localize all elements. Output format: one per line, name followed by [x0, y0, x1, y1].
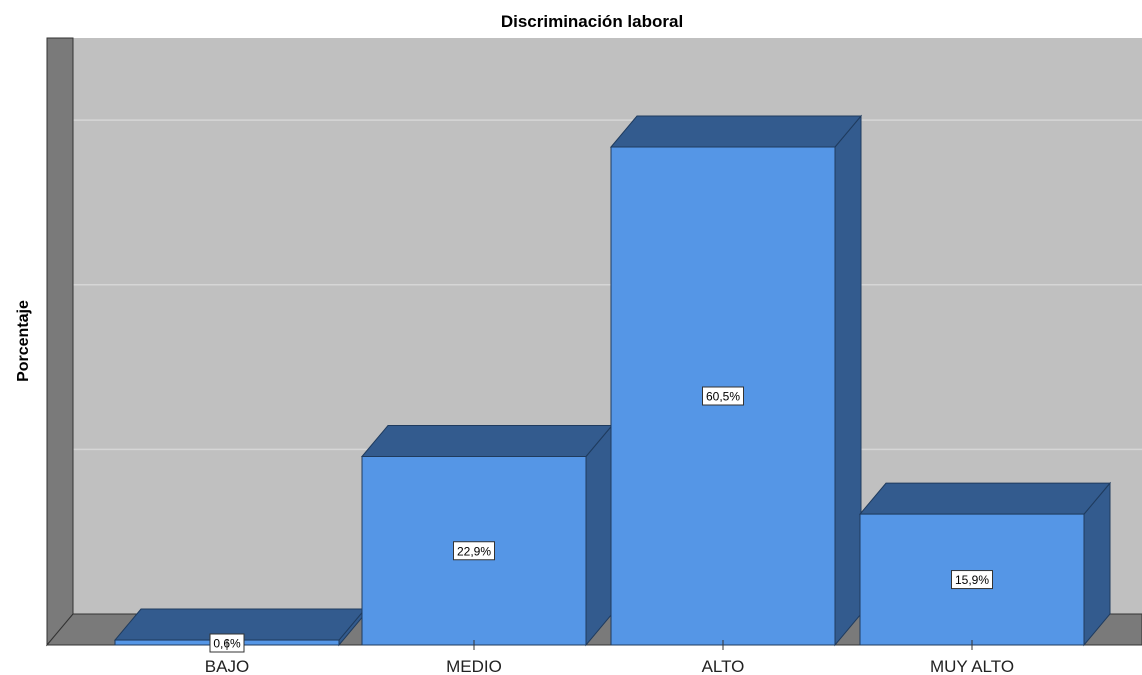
bar-alto: 60,5% — [609, 114, 863, 647]
bar-medio: 22,9% — [360, 424, 614, 647]
data-label: 22,9% — [453, 541, 495, 561]
bar-top — [609, 115, 863, 148]
bar-bajo: 0,6% — [113, 607, 367, 653]
data-label-text: 22,9% — [457, 544, 491, 558]
data-label-text: 15,9% — [955, 573, 989, 587]
chart-side-wall — [46, 37, 74, 647]
data-label-text: 60,5% — [706, 390, 740, 404]
bar-top — [360, 425, 614, 458]
x-tick-labels: BAJO MEDIO ALTO MUY ALTO — [205, 640, 1014, 675]
x-tick-label: ALTO — [702, 657, 745, 675]
bar-muy-alto: 15,9% — [858, 481, 1112, 647]
bar-side — [834, 114, 862, 647]
bars: 0,6% 22,9% 60,5% 15,9% — [113, 114, 1112, 653]
x-tick-label: MUY ALTO — [930, 657, 1014, 675]
x-tick-label: BAJO — [205, 657, 249, 675]
bar-top — [858, 482, 1112, 515]
data-label: 60,5% — [702, 386, 744, 406]
x-tick-label: MEDIO — [446, 657, 502, 675]
chart-title: Discriminación laboral — [501, 12, 683, 31]
data-label: 15,9% — [951, 570, 993, 590]
y-axis-label: Porcentaje — [15, 300, 32, 382]
bar-side — [585, 424, 613, 647]
